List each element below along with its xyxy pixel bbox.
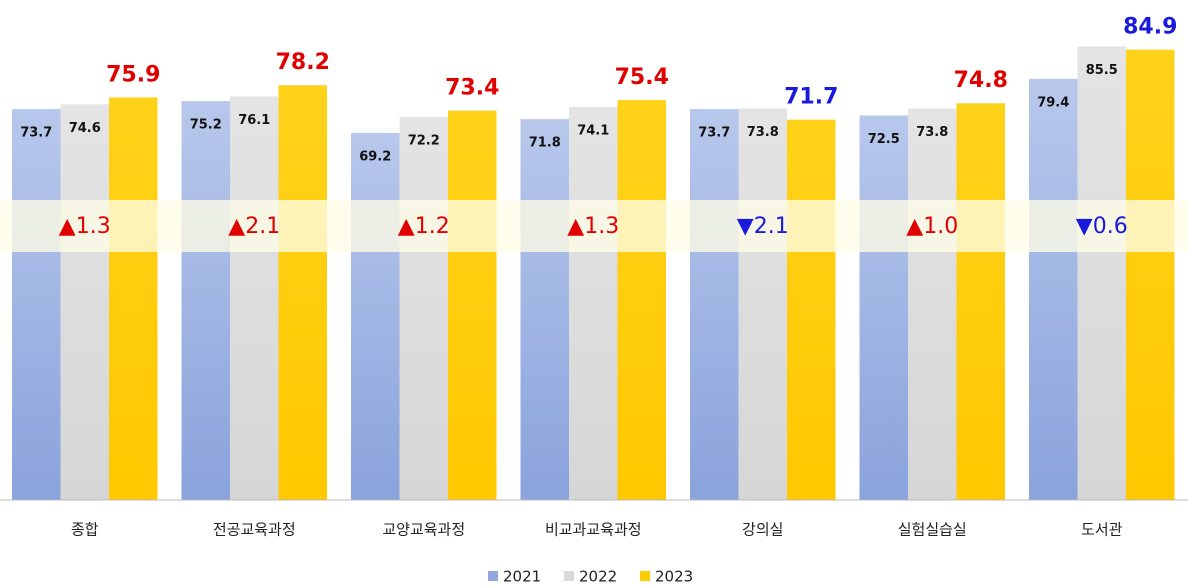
bar xyxy=(60,104,109,500)
change-label: ▼2.1 xyxy=(737,214,789,239)
x-tick-label: 전공교육과정 xyxy=(213,521,296,539)
bar xyxy=(351,132,400,500)
bar xyxy=(1077,46,1126,500)
value-label: 74.8 xyxy=(954,68,1008,93)
x-tick-label: 종합 xyxy=(71,521,99,539)
value-label: 73.8 xyxy=(916,125,948,140)
value-label: 84.9 xyxy=(1123,15,1177,40)
bar xyxy=(1029,78,1078,501)
value-label: 73.7 xyxy=(698,126,730,141)
value-label: 75.9 xyxy=(106,62,160,87)
change-label: ▲2.1 xyxy=(228,214,280,239)
highlight-band xyxy=(0,200,1188,252)
bar xyxy=(569,106,618,501)
x-tick-label: 비교과교육과정 xyxy=(545,521,642,539)
value-label: 74.6 xyxy=(69,121,101,136)
value-label: 72.2 xyxy=(408,134,440,149)
bar xyxy=(908,108,957,501)
x-tick-label: 강의실 xyxy=(742,521,783,539)
value-label: 79.4 xyxy=(1037,95,1069,110)
x-tick-label: 교양교육과정 xyxy=(382,521,465,539)
bar xyxy=(738,108,787,501)
legend-label: 2022 xyxy=(579,568,617,586)
value-label: 76.1 xyxy=(238,113,270,128)
bar xyxy=(12,109,61,500)
legend-label: 2023 xyxy=(655,568,693,586)
value-label: 71.8 xyxy=(529,136,561,151)
bar xyxy=(109,97,158,501)
value-label: 75.2 xyxy=(190,118,222,133)
change-label: ▲1.2 xyxy=(398,214,450,239)
bar xyxy=(181,101,230,501)
value-label: 78.2 xyxy=(276,50,330,75)
value-label: 73.7 xyxy=(20,126,52,141)
change-label: ▲1.3 xyxy=(567,214,619,239)
bar xyxy=(1126,49,1175,501)
bar xyxy=(859,115,908,500)
value-label: 85.5 xyxy=(1086,63,1118,78)
change-label: ▼0.6 xyxy=(1076,214,1128,239)
value-label: 69.2 xyxy=(359,149,391,164)
value-label: 72.5 xyxy=(868,132,900,147)
value-label: 75.4 xyxy=(615,65,669,90)
bar xyxy=(230,96,279,501)
legend-swatch xyxy=(640,571,650,581)
change-label: ▲1.0 xyxy=(906,214,958,239)
bar xyxy=(617,100,666,500)
value-label: 73.4 xyxy=(445,76,499,101)
value-label: 74.1 xyxy=(577,123,609,138)
bar xyxy=(787,119,836,501)
bar xyxy=(520,119,569,500)
bar xyxy=(278,85,327,500)
bar xyxy=(956,103,1005,501)
bar xyxy=(448,110,497,501)
change-label: ▲1.3 xyxy=(59,214,111,239)
value-label: 73.8 xyxy=(747,125,779,140)
x-tick-label: 실험실습실 xyxy=(898,521,967,539)
value-label: 71.7 xyxy=(784,85,838,110)
legend-swatch xyxy=(488,571,498,581)
legend-swatch xyxy=(564,571,574,581)
bar xyxy=(399,117,448,500)
bar xyxy=(690,109,739,500)
legend-label: 2021 xyxy=(503,568,541,586)
x-tick-label: 도서관 xyxy=(1081,521,1123,539)
